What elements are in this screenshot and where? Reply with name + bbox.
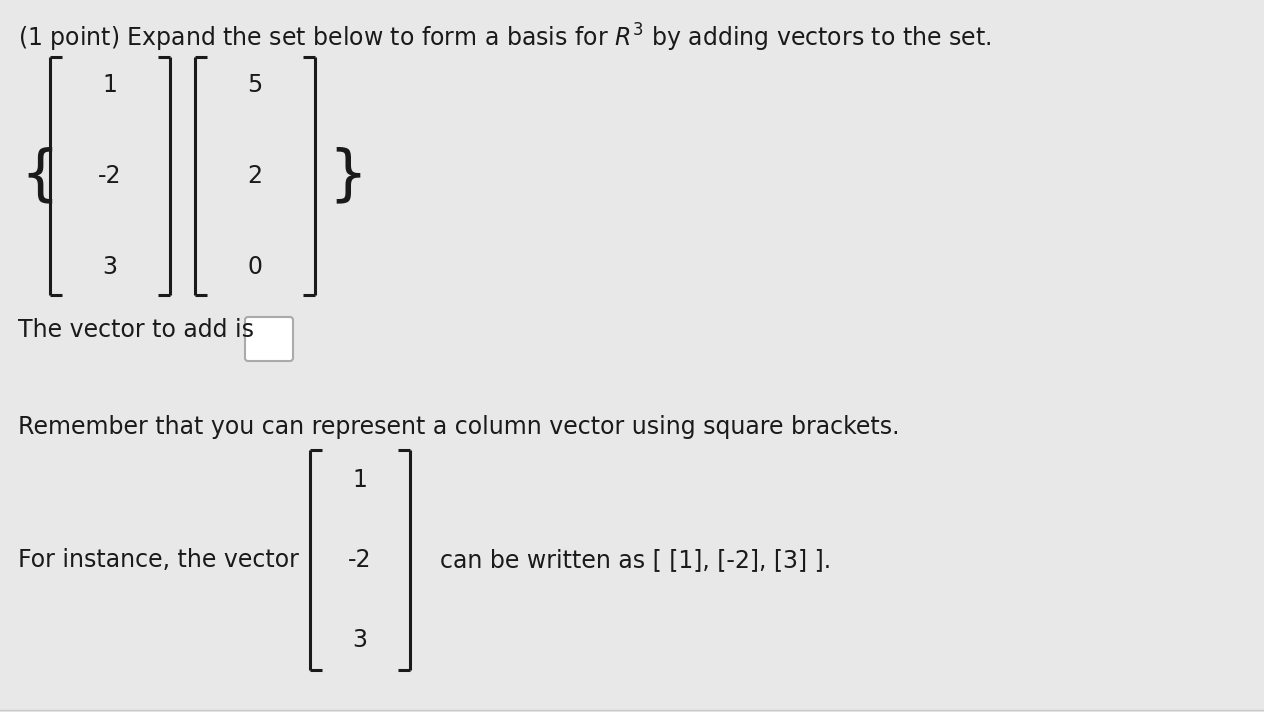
- Text: For instance, the vector: For instance, the vector: [18, 548, 298, 572]
- Text: 1: 1: [102, 73, 118, 97]
- Text: 0: 0: [248, 255, 263, 279]
- Text: Remember that you can represent a column vector using square brackets.: Remember that you can represent a column…: [18, 415, 900, 439]
- Text: {: {: [20, 147, 59, 206]
- Text: }: }: [327, 147, 367, 206]
- Text: 3: 3: [353, 628, 368, 652]
- Text: 5: 5: [248, 73, 263, 97]
- Text: -2: -2: [349, 548, 372, 572]
- Text: 3: 3: [102, 255, 118, 279]
- Text: can be written as [ [1], [-2], [3] ].: can be written as [ [1], [-2], [3] ].: [440, 548, 832, 572]
- Text: -2: -2: [99, 164, 121, 188]
- Text: 2: 2: [248, 164, 263, 188]
- Text: 1: 1: [353, 468, 368, 492]
- Text: The vector to add is: The vector to add is: [18, 318, 254, 342]
- Text: (1 point) Expand the set below to form a basis for $R^3$ by adding vectors to th: (1 point) Expand the set below to form a…: [18, 22, 991, 54]
- FancyBboxPatch shape: [245, 317, 293, 361]
